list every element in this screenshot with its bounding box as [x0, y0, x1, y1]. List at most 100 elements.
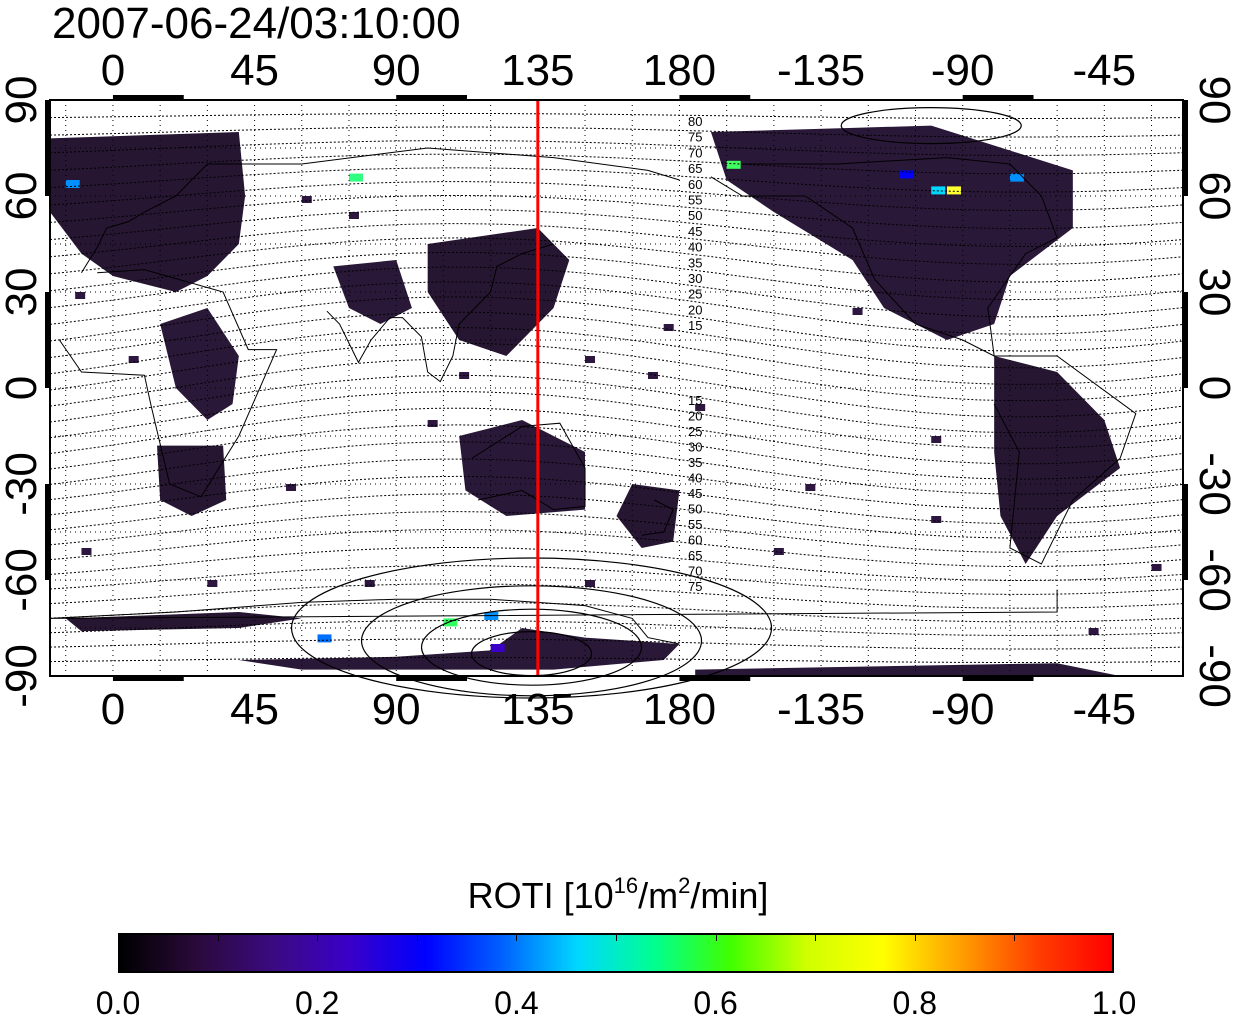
y-tick-right: -30 — [1190, 452, 1239, 516]
contour-label-north: 80 — [688, 114, 702, 129]
roti-patch — [695, 663, 1121, 676]
roti-speck — [348, 212, 359, 219]
y-tick-left: 90 — [0, 75, 46, 125]
mlat-contour — [49, 619, 1184, 637]
roti-speck — [773, 548, 784, 555]
colorbar-tick-label: 0.4 — [494, 985, 539, 1021]
roti-speck — [81, 548, 92, 555]
contour-label-south: 65 — [688, 548, 702, 563]
contour-label-south: 30 — [688, 440, 702, 455]
colorbar-minor-tick — [914, 933, 916, 941]
coastline — [326, 243, 554, 383]
roti-speck — [852, 308, 863, 315]
coastline — [710, 157, 1058, 357]
coastlines — [49, 147, 1137, 645]
coastline — [641, 499, 674, 536]
contour-label-north: 60 — [688, 177, 702, 192]
mlat-contour — [49, 281, 1184, 335]
roti-hot-cell — [443, 618, 458, 627]
x-tick-bottom: -90 — [930, 685, 995, 734]
coastline — [471, 422, 586, 511]
roti-speck — [663, 324, 674, 331]
contour-label-north: 50 — [688, 208, 702, 223]
mlat-loop — [420, 608, 643, 686]
colorbar-minor-tick — [317, 933, 319, 941]
roti-speck — [585, 580, 596, 587]
colorbar-tick-label: 0.2 — [294, 985, 340, 1021]
mlat-contour — [49, 638, 1184, 650]
x-tick-top: 90 — [371, 46, 421, 95]
mlat-loop — [360, 585, 703, 697]
colorbar-minor-tick — [416, 933, 418, 941]
mlat-contour — [49, 458, 1184, 510]
coastline — [81, 147, 680, 274]
mlat-contour — [49, 266, 1184, 318]
y-tick-right: -90 — [1190, 644, 1239, 708]
contour-label-north: 45 — [688, 224, 702, 239]
colorbar-title-sup1: 16 — [613, 873, 639, 898]
roti-speck — [128, 356, 139, 363]
lat-lon-grid — [50, 100, 1183, 676]
colorbar-minor-tick — [815, 933, 817, 941]
roti-patch — [333, 260, 412, 324]
roti-hot-cell — [899, 170, 914, 179]
axis-bar-bottom — [679, 676, 751, 681]
coastline — [49, 589, 1058, 645]
colorbar-tick-label: 0.0 — [95, 985, 141, 1021]
roti-hot-cell — [65, 180, 80, 188]
axis-bar-bottom — [962, 676, 1034, 681]
roti-patch — [427, 228, 570, 356]
axis-bar-right — [1183, 484, 1188, 580]
x-tick-bottom: -135 — [777, 685, 866, 734]
contour-label-south: 55 — [688, 517, 702, 532]
mlat-contour — [49, 237, 1184, 283]
contour-label-south: 40 — [688, 471, 702, 486]
colorbar-tick-label: 0.8 — [892, 985, 938, 1021]
y-tick-right: 60 — [1190, 171, 1239, 221]
axis-bar-left — [45, 292, 50, 388]
x-tick-bottom: 135 — [501, 685, 575, 734]
mlat-contour — [49, 126, 1184, 138]
contour-label-north: 35 — [688, 255, 702, 270]
colorbar-minor-tick — [217, 933, 219, 941]
roti-speck — [805, 484, 816, 491]
contour-label-south: 20 — [688, 409, 702, 424]
mlat-contour — [49, 407, 1184, 465]
contour-label-south: 35 — [688, 455, 702, 470]
axis-bar-top — [112, 95, 184, 100]
colorbar-minor-tick — [516, 933, 518, 941]
y-tick-left: 60 — [0, 171, 46, 221]
axis-bar-right — [1183, 292, 1188, 388]
axis-bar-right — [1183, 100, 1188, 196]
mlat-contour — [49, 511, 1184, 553]
roti-data-patches — [50, 125, 1162, 676]
mlat-contour — [49, 601, 1184, 623]
mlat-contour — [49, 583, 1184, 609]
contour-label-south: 15 — [688, 393, 702, 408]
roti-speck — [931, 516, 942, 523]
roti-speck — [286, 484, 297, 491]
mlat-loop — [290, 557, 773, 699]
mlat-contour — [49, 223, 1184, 265]
contour-label-north: 20 — [688, 302, 702, 317]
contour-label-south: 45 — [688, 486, 702, 501]
mlat-contour — [49, 441, 1184, 495]
roti-patch — [160, 308, 239, 420]
mlat-contour — [49, 327, 1184, 385]
mlat-contour — [49, 424, 1184, 480]
mlat-contour — [49, 529, 1184, 567]
mlat-contour — [49, 153, 1184, 175]
y-tick-right: 90 — [1190, 75, 1239, 125]
contour-label-north: 40 — [688, 240, 702, 255]
y-tick-right: 0 — [1190, 375, 1239, 401]
x-tick-bottom: 180 — [642, 685, 717, 734]
contour-label-south: 70 — [688, 564, 702, 579]
colorbar-title: ROTI [1016/m2/min] — [468, 873, 769, 916]
mlat-contour — [49, 113, 1184, 119]
contour-label-south: 75 — [688, 579, 702, 594]
contour-label-north: 65 — [688, 161, 702, 176]
x-tick-bottom: -45 — [1072, 685, 1137, 734]
axis-bar-top — [962, 95, 1034, 100]
roti-speck — [301, 196, 312, 203]
